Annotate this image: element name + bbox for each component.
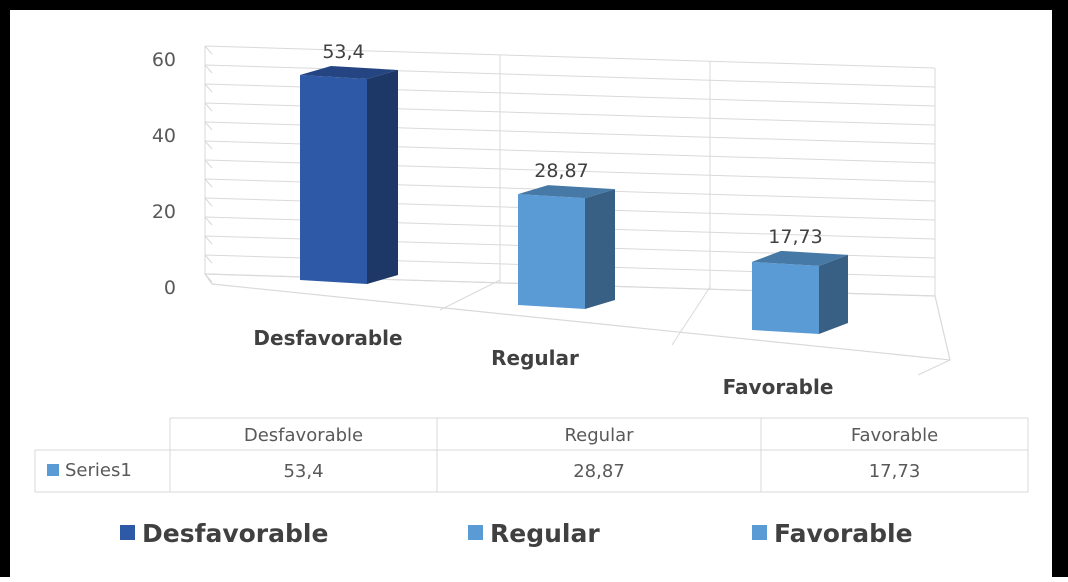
bar-desfavorable	[300, 66, 398, 284]
gridline-side	[204, 216, 213, 226]
data-label: 17,73	[768, 226, 822, 248]
table-cell: 17,73	[869, 461, 921, 482]
gridline-side	[204, 235, 213, 245]
gridline-side	[204, 254, 213, 264]
gridline-side	[204, 64, 213, 74]
gridline-side	[204, 45, 213, 55]
table-cell: 53,4	[283, 461, 323, 482]
y-tick-label: 60	[152, 49, 176, 71]
bar-side	[367, 70, 398, 284]
legend-swatch	[468, 525, 483, 540]
table-header: Favorable	[851, 425, 938, 446]
legend: Desfavorable Regular Favorable	[120, 519, 913, 548]
data-table: Desfavorable Regular Favorable Series1 53,4 2…	[34, 417, 1029, 493]
data-label: 53,4	[322, 41, 364, 63]
legend-swatch	[752, 525, 767, 540]
bar-side	[819, 254, 848, 334]
table-row-label: Series1	[65, 460, 132, 481]
chart-area: 0 20 40 60 53,4 28,87 17,73 Desfavorable Regul…	[10, 10, 1052, 577]
bar-front	[300, 75, 367, 284]
frame-border-top	[0, 0, 1068, 10]
bar-favorable	[752, 250, 848, 334]
legend-item-desfavorable: Desfavorable	[120, 519, 328, 548]
table-legend-key	[47, 464, 59, 476]
legend-swatch	[120, 525, 135, 540]
bar-top	[752, 250, 848, 266]
bar-chart-3d: 0 20 40 60 53,4 28,87 17,73 Desfavorable Regul…	[34, 41, 1029, 548]
category-labels: Desfavorable Regular Favorable	[253, 326, 833, 399]
gridline-side	[204, 178, 213, 188]
frame-border-right	[1052, 0, 1068, 577]
bar-front	[518, 194, 585, 309]
data-label: 28,87	[534, 160, 588, 182]
legend-label: Desfavorable	[142, 519, 328, 548]
bar-top	[300, 66, 398, 79]
gridline-side	[204, 121, 213, 131]
floor-divider	[671, 286, 711, 346]
y-tick-label: 0	[164, 277, 176, 299]
gridline-side	[204, 159, 213, 169]
bar-regular	[518, 185, 615, 309]
gridline-back	[204, 45, 936, 69]
data-labels: 53,4 28,87 17,73	[322, 41, 822, 248]
table-header: Desfavorable	[244, 425, 363, 446]
bar-top	[518, 185, 615, 199]
gridline-side	[204, 83, 213, 93]
legend-item-regular: Regular	[468, 519, 600, 548]
y-tick-label: 20	[152, 201, 176, 223]
legend-item-favorable: Favorable	[752, 519, 913, 548]
legend-label: Favorable	[774, 519, 913, 548]
bar-front	[752, 261, 819, 334]
y-tick-label: 40	[152, 125, 176, 147]
category-label: Regular	[491, 346, 579, 370]
gridline-side	[204, 140, 213, 150]
frame-border-left	[0, 0, 10, 577]
bars	[300, 66, 848, 334]
category-label: Desfavorable	[253, 326, 402, 350]
gridline-side	[204, 197, 213, 207]
bar-side	[585, 189, 615, 309]
category-label: Favorable	[723, 375, 834, 399]
floor-divider	[439, 279, 501, 311]
table-header: Regular	[564, 425, 634, 446]
y-axis-ticks: 0 20 40 60	[152, 49, 176, 299]
table-cell: 28,87	[573, 461, 625, 482]
floor-edge	[917, 359, 951, 376]
legend-label: Regular	[490, 519, 600, 548]
gridline-side	[204, 102, 213, 112]
